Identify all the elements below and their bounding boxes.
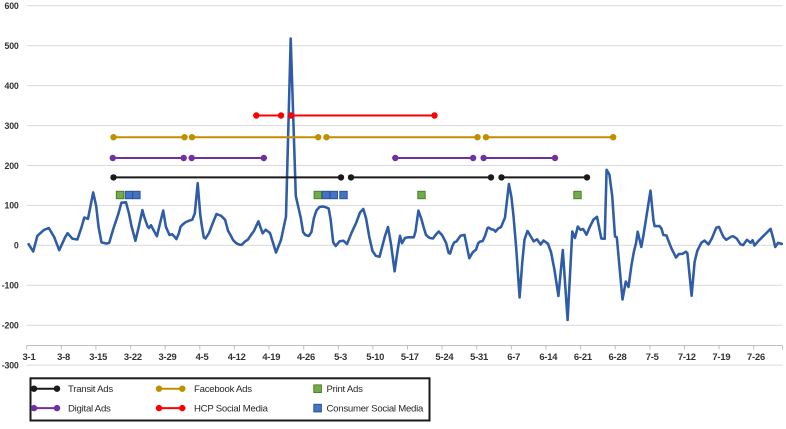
svg-text:5-10: 5-10 — [366, 351, 384, 362]
svg-text:3-22: 3-22 — [124, 351, 142, 362]
svg-text:-300: -300 — [2, 360, 19, 370]
svg-text:400: 400 — [5, 81, 19, 91]
svg-text:3-8: 3-8 — [57, 351, 70, 362]
svg-text:3-1: 3-1 — [23, 351, 36, 362]
svg-text:7-19: 7-19 — [712, 351, 730, 362]
svg-text:4-5: 4-5 — [196, 351, 209, 362]
svg-text:5-3: 5-3 — [334, 351, 347, 362]
svg-text:3-29: 3-29 — [159, 351, 177, 362]
svg-text:6-28: 6-28 — [609, 351, 627, 362]
svg-text:7-12: 7-12 — [678, 351, 696, 362]
svg-text:Transit Ads: Transit Ads — [68, 384, 113, 395]
svg-text:Facebook Ads: Facebook Ads — [194, 384, 252, 395]
svg-text:-100: -100 — [2, 281, 19, 291]
svg-text:300: 300 — [5, 121, 19, 131]
svg-text:5-24: 5-24 — [435, 351, 454, 362]
svg-text:Digital Ads: Digital Ads — [68, 404, 111, 415]
svg-text:5-31: 5-31 — [470, 351, 488, 362]
svg-text:7-26: 7-26 — [747, 351, 765, 362]
svg-text:600: 600 — [5, 1, 19, 11]
svg-text:100: 100 — [5, 201, 19, 211]
svg-text:6-21: 6-21 — [574, 351, 592, 362]
svg-text:200: 200 — [5, 161, 19, 171]
svg-text:6-7: 6-7 — [507, 351, 520, 362]
svg-text:7-5: 7-5 — [646, 351, 659, 362]
svg-text:4-19: 4-19 — [262, 351, 280, 362]
svg-text:Print Ads: Print Ads — [327, 384, 364, 395]
svg-text:4-26: 4-26 — [297, 351, 315, 362]
svg-text:HCP Social Media: HCP Social Media — [194, 404, 269, 415]
svg-text:0: 0 — [14, 241, 19, 251]
svg-text:3-15: 3-15 — [89, 351, 107, 362]
svg-text:-200: -200 — [2, 321, 19, 331]
svg-text:5-17: 5-17 — [401, 351, 419, 362]
svg-text:4-12: 4-12 — [228, 351, 246, 362]
svg-text:6-14: 6-14 — [539, 351, 558, 362]
svg-text:Consumer Social Media: Consumer Social Media — [327, 404, 425, 415]
svg-text:500: 500 — [5, 41, 19, 51]
